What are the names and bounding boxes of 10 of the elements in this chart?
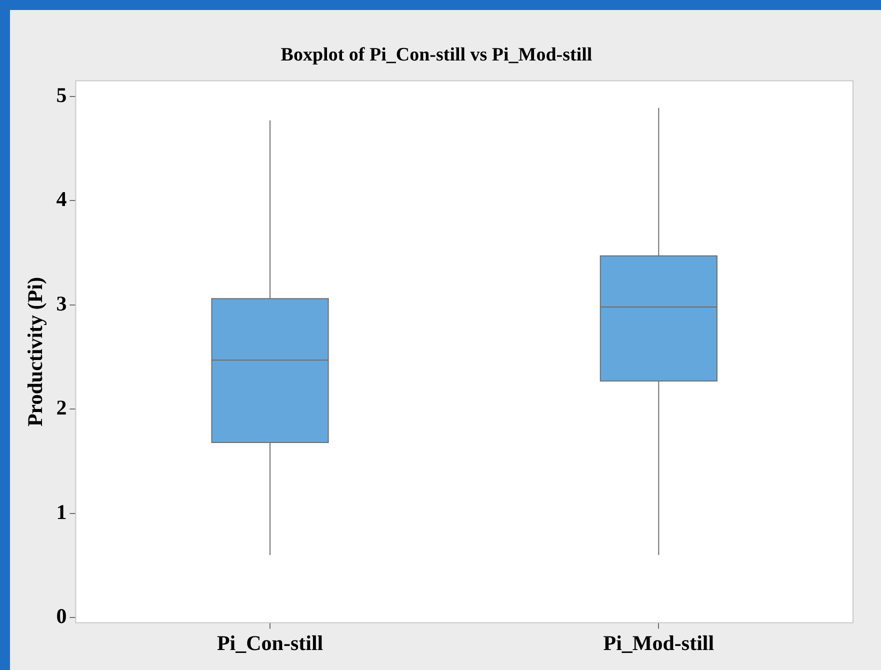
y-tick-label: 5 [56,82,67,107]
y-axis-title: Productivity (Pi) [23,277,48,427]
x-tick-label: Pi_Con-still [216,630,324,655]
y-tick-label: 4 [56,187,68,212]
y-tick-label: 0 [56,604,67,628]
x-tick-label: Pi_Mod-still [603,630,714,655]
chart-title: Boxplot of Pi_Con-still vs Pi_Mod-still [280,44,592,66]
y-tick-label: 1 [56,500,67,524]
y-tick-label: 3 [56,291,67,316]
y-tick-label: 2 [56,396,67,420]
